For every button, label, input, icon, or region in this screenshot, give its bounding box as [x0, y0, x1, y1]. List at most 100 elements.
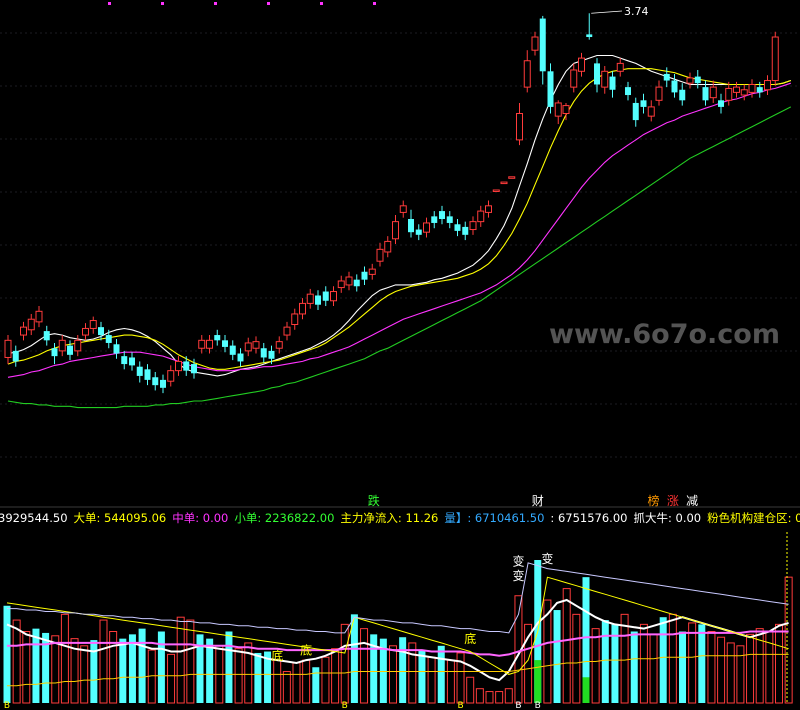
- candle-body: [740, 89, 748, 96]
- candle-body: [299, 302, 306, 315]
- candle-body: [500, 181, 508, 185]
- candle-body: [67, 345, 73, 355]
- ma-line: [7, 106, 792, 409]
- legend-item: 大单: 544095.06: [74, 511, 167, 525]
- candle-body: [686, 77, 694, 84]
- volume-bar: [51, 635, 60, 704]
- candle-body: [175, 360, 182, 372]
- candle-body: [601, 70, 609, 88]
- candle-body: [268, 350, 275, 359]
- candle-body: [408, 219, 414, 233]
- event-labels: 跌 财 榜涨减: [368, 493, 698, 508]
- signal-mark: 底: [271, 648, 283, 663]
- signal-mark: 底: [464, 631, 476, 646]
- volume-bar: [659, 617, 667, 703]
- candle-body: [105, 335, 112, 343]
- volume-bar: [32, 628, 40, 703]
- candle-body: [167, 370, 175, 382]
- candle-body: [516, 113, 523, 141]
- legend-item: 中单: 0.00: [172, 511, 228, 525]
- ma-line: [7, 68, 791, 370]
- candle-body: [477, 210, 485, 223]
- volume-bar: [630, 631, 638, 703]
- candle-body: [647, 106, 655, 117]
- indicator-line: [7, 653, 789, 687]
- candle-body: [392, 221, 399, 240]
- candle-body: [74, 339, 82, 352]
- legend-item: 3929544.50: [0, 511, 68, 525]
- candle-body: [58, 339, 66, 352]
- volume-bar: [784, 576, 793, 704]
- candle-body: [616, 62, 624, 72]
- legend-item: 粉色机构建仓区: 0.00: [707, 511, 800, 525]
- candle-body: [632, 102, 639, 121]
- volume-bar: [90, 640, 98, 703]
- volume-bar: [321, 656, 330, 704]
- max-connector: [591, 10, 623, 14]
- volume-bar: [408, 642, 417, 704]
- event-label: 跌: [368, 493, 380, 508]
- candle-body: [260, 348, 267, 358]
- volume-bar: [736, 645, 745, 704]
- volume-bar: [504, 688, 513, 704]
- candle-body: [485, 205, 492, 213]
- bottom-mark: B: [342, 701, 348, 710]
- candle-body: [353, 279, 360, 287]
- volume-bar: [312, 667, 320, 703]
- candle-body: [702, 87, 709, 101]
- candle-body: [198, 339, 206, 349]
- candle-body: [337, 280, 345, 289]
- candle-body: [244, 342, 252, 352]
- volume-bar: [254, 652, 262, 703]
- candle-body: [570, 69, 578, 88]
- candle-body: [214, 335, 221, 341]
- volume-bar: [42, 632, 50, 703]
- candle-body: [82, 327, 89, 336]
- volume-bar: [775, 623, 783, 704]
- volume-indicator-lines: [6, 562, 789, 687]
- volume-bar: [370, 634, 378, 703]
- event-label: 财: [532, 494, 544, 508]
- candle-body: [523, 60, 531, 88]
- volume-bar: [360, 628, 369, 704]
- legend-item: 主力净流入: 11.26: [340, 511, 438, 525]
- volume-bar: [456, 652, 465, 704]
- volume-bar: [119, 638, 127, 703]
- candle-body: [547, 71, 554, 107]
- candle-body: [275, 341, 283, 349]
- volume-bar: [109, 631, 118, 704]
- volume-bar: [688, 622, 697, 704]
- volume-bar: [485, 691, 494, 704]
- candle-body: [136, 366, 143, 376]
- volume-bar: [138, 628, 146, 703]
- candle-body: [4, 339, 12, 358]
- candle-body: [89, 320, 97, 329]
- volume-bar: [128, 634, 136, 703]
- candle-body: [539, 18, 546, 72]
- candle-body: [446, 216, 453, 223]
- candle-body: [578, 57, 585, 72]
- volume-bar: [601, 620, 609, 703]
- candle-body: [152, 377, 159, 386]
- candle-body: [439, 211, 445, 219]
- candle-body: [609, 76, 616, 90]
- bottom-mark: B: [457, 701, 463, 710]
- ma-line: [7, 54, 791, 377]
- volume-bar: [167, 653, 176, 704]
- volume-bar: [746, 633, 755, 704]
- candle-body: [718, 100, 724, 107]
- volume-bar-green: [582, 677, 590, 703]
- indicator-line: [7, 630, 789, 657]
- candle-body: [368, 268, 376, 275]
- indicator-line: [7, 562, 789, 634]
- candle-body: [531, 36, 539, 51]
- volume-bar: [755, 628, 764, 704]
- candle-body: [322, 291, 329, 301]
- candle-body: [764, 80, 771, 91]
- volume-bar: [582, 577, 590, 703]
- volume-bar: [176, 616, 185, 704]
- volume-bar: [717, 636, 726, 704]
- candle-body: [43, 331, 50, 341]
- candle-body: [554, 102, 562, 117]
- volume-bar: [639, 623, 648, 704]
